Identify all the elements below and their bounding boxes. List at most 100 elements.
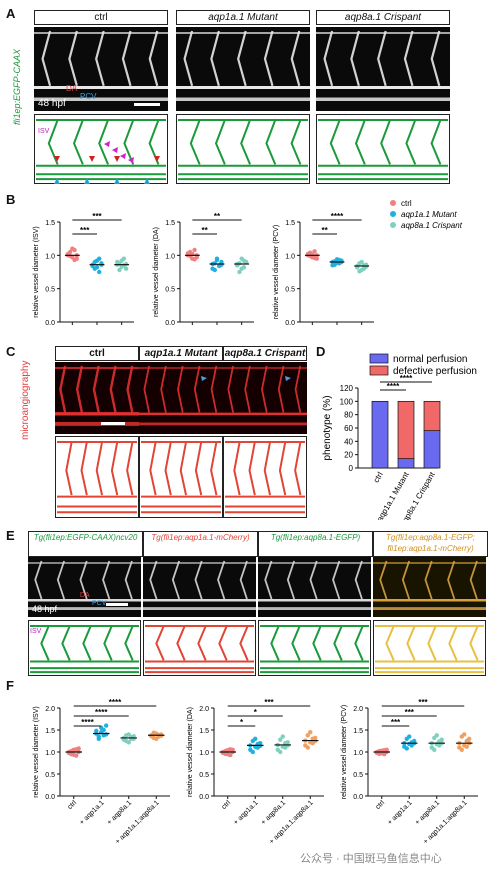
isv-vessel	[210, 30, 220, 87]
isv-schematic	[103, 625, 113, 661]
legend-label: defective perfusion	[393, 366, 477, 377]
panel-a-schematic-1	[176, 114, 310, 184]
isv-vessel	[79, 560, 88, 600]
y-tick-label: 40	[344, 437, 353, 446]
y-tick-label: 0.5	[353, 772, 363, 779]
da-arrow-icon	[54, 156, 60, 162]
legend-label: aqp8a.1 Crispant	[401, 221, 463, 230]
x-tick-label: + aqp1a.1	[79, 799, 106, 826]
y-tick-label: 0.0	[285, 320, 295, 327]
significance-label: **	[214, 212, 221, 221]
isv-schematic	[448, 625, 458, 661]
data-point	[280, 734, 285, 739]
legend-label: normal perfusion	[393, 354, 467, 365]
data-point	[92, 259, 97, 265]
legend-b: ctrl aqp1a.1 Mutant aqp8a.1 Crispant	[390, 199, 463, 230]
data-point	[104, 732, 109, 737]
isv-vessel	[401, 560, 411, 600]
legend-label: aqp1a.1 Mutant	[401, 210, 457, 219]
isv-schematic	[312, 625, 322, 661]
panel-c-side-label: microangiography	[20, 360, 31, 441]
significance-label: ****	[109, 698, 122, 707]
isv-schematic	[385, 625, 395, 661]
isv-vessel	[177, 365, 184, 413]
isv-schematic	[240, 119, 251, 165]
significance-label: **	[202, 226, 209, 235]
panel-a-schematic-2	[316, 114, 450, 184]
da-arrow-icon	[114, 156, 120, 162]
chart-b-da: 0.0 0.5 1.0 1.5 relative vessel diameter (DA…	[153, 212, 254, 327]
y-tick-label: 100	[340, 397, 354, 406]
data-point	[123, 266, 129, 271]
pcv-arrow-icon	[54, 178, 60, 184]
isv-schematic	[194, 441, 203, 496]
y-tick-label: 60	[344, 424, 353, 433]
da-arrow-icon	[89, 156, 95, 162]
isv-vessel	[244, 365, 251, 413]
isv-schematic	[333, 625, 343, 661]
panel-a-stage: 48 hpf	[38, 98, 66, 109]
isv-vessel	[92, 365, 100, 413]
data-point	[71, 752, 76, 757]
isv-schematic	[82, 625, 92, 661]
data-point	[429, 745, 434, 750]
isv-vessel	[121, 30, 132, 87]
y-axis-label: relative vessel diameter (PCV)	[341, 705, 348, 800]
data-point	[119, 264, 124, 269]
isv-vessel	[447, 560, 456, 600]
isv-vessel	[424, 560, 433, 600]
data-point	[219, 262, 224, 267]
isv-schematic	[406, 625, 416, 661]
data-point	[357, 261, 362, 266]
isv-schematic	[354, 119, 366, 165]
x-tick-label: + aqp1a.1	[387, 799, 414, 826]
chart-b-pcv: 0.0 0.5 1.0 1.5 relative vessel diameter (PC…	[273, 212, 374, 327]
panel-label-a: A	[6, 6, 16, 21]
isv-vessel	[379, 560, 388, 600]
isv-vessel	[109, 365, 117, 413]
isv-schematic	[155, 625, 165, 661]
isv-vessel	[171, 560, 181, 600]
data-point	[404, 736, 409, 741]
x-tick-label: ctrl	[375, 799, 387, 811]
isv-vessel	[350, 30, 360, 87]
panel-e-header-egfp-caax: Tg(fli1ep:EGFP-CAAX)ncv20	[28, 531, 143, 557]
panel-a-micrograph-2	[316, 27, 450, 111]
significance-label: ***	[264, 698, 274, 707]
y-tick-label: 2.0	[353, 706, 363, 713]
data-point	[210, 266, 215, 271]
significance-label: ****	[331, 212, 344, 221]
isv-schematic	[110, 441, 119, 496]
isv-vessel	[377, 30, 387, 87]
panel-a-header-crispant: aqp8a.1 Crispant	[316, 10, 450, 25]
isv-schematic	[61, 625, 71, 661]
data-point	[126, 740, 131, 745]
y-tick-label: 1.0	[285, 253, 295, 260]
y-axis-label: relative vessel diameter (DA)	[153, 227, 160, 317]
isv-arrow-icon	[112, 147, 118, 153]
panel-a-da-label: DA	[66, 84, 78, 93]
isv-vessel	[332, 560, 341, 600]
data-point	[124, 733, 129, 738]
isv-schematic	[72, 119, 84, 165]
isv-schematic	[329, 119, 341, 165]
data-point	[312, 249, 317, 254]
isv-schematic	[164, 441, 172, 496]
data-point	[275, 747, 280, 752]
isv-schematic	[233, 441, 241, 496]
isv-schematic	[149, 441, 157, 496]
panel-e-micrograph-2	[258, 557, 371, 617]
y-tick-label: 1.5	[199, 728, 209, 735]
panel-label-b: B	[6, 192, 16, 207]
panel-e-micrograph-0	[28, 557, 141, 617]
panel-label-e: E	[6, 528, 15, 543]
isv-schematic	[214, 119, 226, 165]
data-point	[248, 747, 253, 752]
isv-schematic	[65, 441, 73, 496]
panel-c-micrograph-1	[139, 362, 223, 434]
isv-schematic	[179, 441, 188, 496]
panel-e-header-aqp8a: Tg(fli1ep:aqp8a.1-EGFP)	[258, 531, 373, 557]
isv-schematic	[95, 441, 104, 496]
isv-arrow-icon	[120, 153, 126, 159]
